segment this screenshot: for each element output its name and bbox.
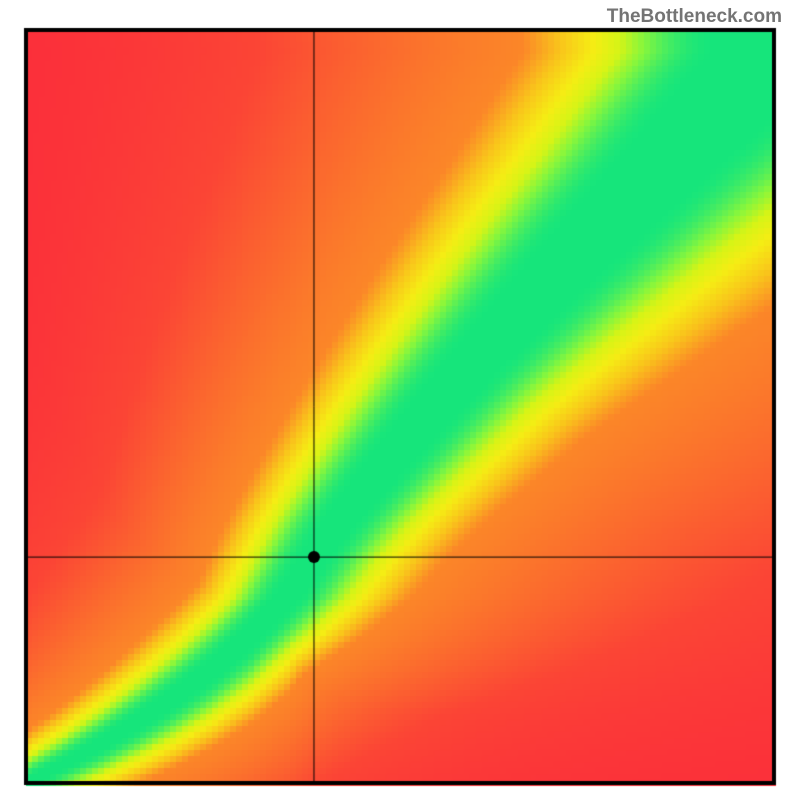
heatmap-canvas <box>0 0 800 800</box>
watermark-text: TheBottleneck.com <box>607 6 782 28</box>
chart-container: TheBottleneck.com <box>0 0 800 800</box>
